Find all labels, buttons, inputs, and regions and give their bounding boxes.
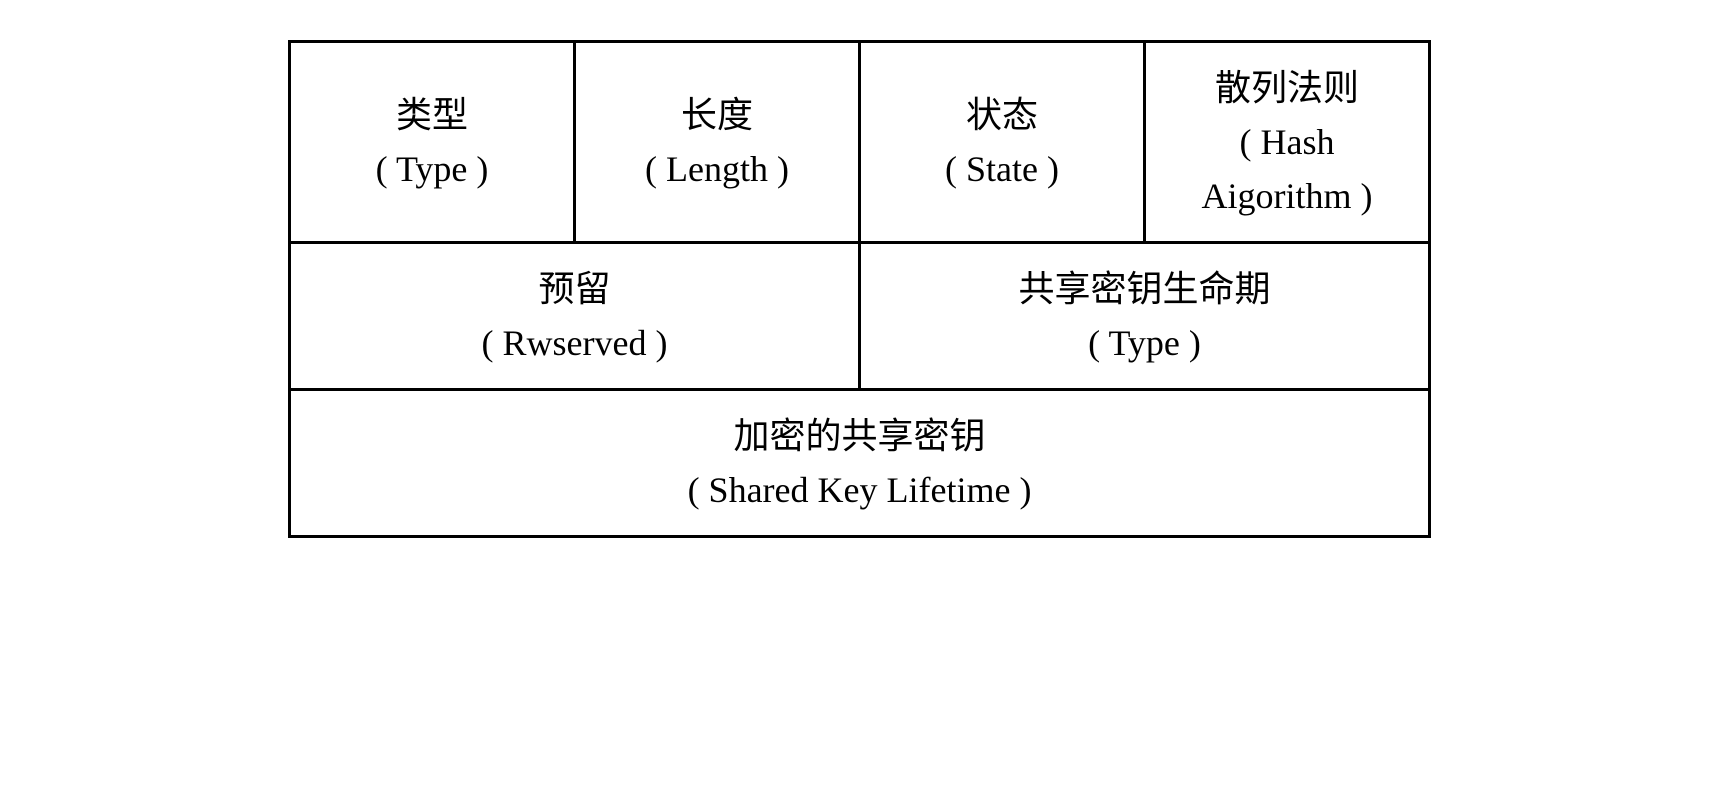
cell-en: ( Type )	[1088, 316, 1201, 370]
cell-en-line1: ( Hash	[1240, 115, 1335, 169]
cell-hash-algorithm: 散列法则 ( Hash Aigorithm )	[1145, 42, 1430, 243]
cell-shared-key-lifetime-type: 共享密钥生命期 ( Type )	[860, 243, 1430, 390]
cell-state: 状态 ( State )	[860, 42, 1145, 243]
table-row: 预留 ( Rwserved ) 共享密钥生命期 ( Type )	[290, 243, 1430, 390]
table-row: 类型 ( Type ) 长度 ( Length ) 状态 ( State ) 散…	[290, 42, 1430, 243]
cell-cn: 散列法则	[1215, 61, 1359, 115]
cell-cn: 共享密钥生命期	[1018, 262, 1270, 316]
cell-en: ( Rwserved )	[482, 316, 668, 370]
packet-format-table: 类型 ( Type ) 长度 ( Length ) 状态 ( State ) 散…	[288, 40, 1431, 538]
cell-cn: 类型	[396, 88, 468, 142]
cell-type: 类型 ( Type )	[290, 42, 575, 243]
cell-cn: 长度	[681, 88, 753, 142]
cell-length: 长度 ( Length )	[575, 42, 860, 243]
cell-reserved: 预留 ( Rwserved )	[290, 243, 860, 390]
cell-cn: 状态	[966, 88, 1038, 142]
cell-en-line2: Aigorithm )	[1202, 169, 1373, 223]
cell-en: ( Length )	[645, 142, 789, 196]
cell-en: ( Shared Key Lifetime )	[688, 463, 1032, 517]
cell-en: ( Type )	[376, 142, 489, 196]
cell-cn: 预留	[538, 262, 610, 316]
cell-encrypted-shared-key: 加密的共享密钥 ( Shared Key Lifetime )	[290, 390, 1430, 537]
cell-cn: 加密的共享密钥	[733, 409, 985, 463]
table-row: 加密的共享密钥 ( Shared Key Lifetime )	[290, 390, 1430, 537]
cell-en: ( State )	[945, 142, 1059, 196]
